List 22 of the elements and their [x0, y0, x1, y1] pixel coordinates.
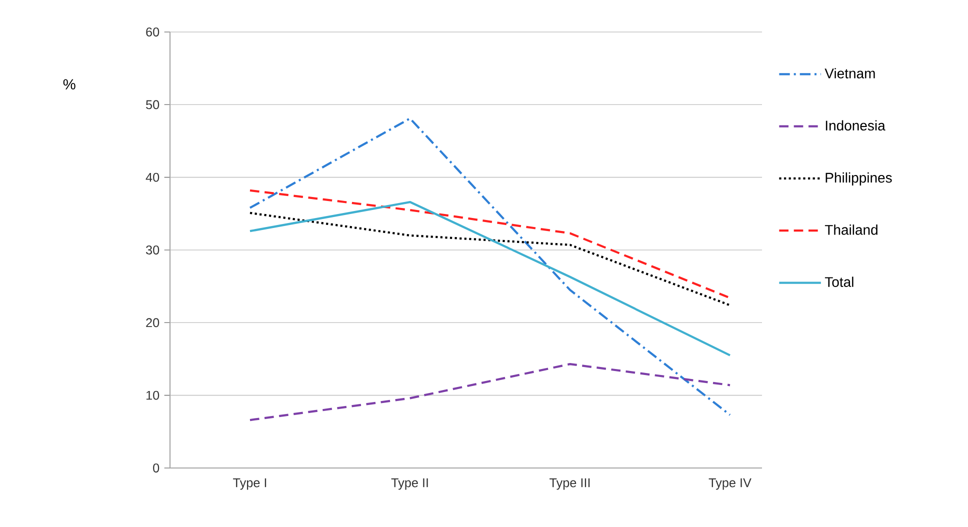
line-series	[248, 200, 732, 356]
y-tick-label: 50	[146, 100, 160, 110]
x-tick-label: Type IV	[708, 478, 752, 490]
y-axis-title: %	[63, 79, 76, 90]
y-tick-label: 0	[153, 464, 160, 472]
legend-label: Thailand	[824, 224, 878, 235]
x-tick-label: Type III	[550, 478, 590, 490]
line-series	[248, 212, 732, 306]
legend-label: Indonesia	[826, 120, 886, 131]
y-tick-label: 60	[146, 28, 160, 36]
y-tick-label: 30	[146, 246, 160, 254]
legend-label: Philippines	[826, 172, 892, 186]
legend-label: Total	[824, 276, 854, 287]
y-tick-label: 20	[146, 318, 160, 328]
x-tick-label: Type I	[233, 478, 266, 490]
line-series	[248, 363, 732, 422]
legend-label: Vietnam	[824, 68, 875, 78]
y-tick-label: 40	[146, 172, 160, 182]
line-series	[248, 117, 732, 416]
y-tick-label: 10	[146, 390, 160, 400]
x-tick-label: Type II	[391, 478, 428, 490]
line-series	[248, 189, 732, 300]
